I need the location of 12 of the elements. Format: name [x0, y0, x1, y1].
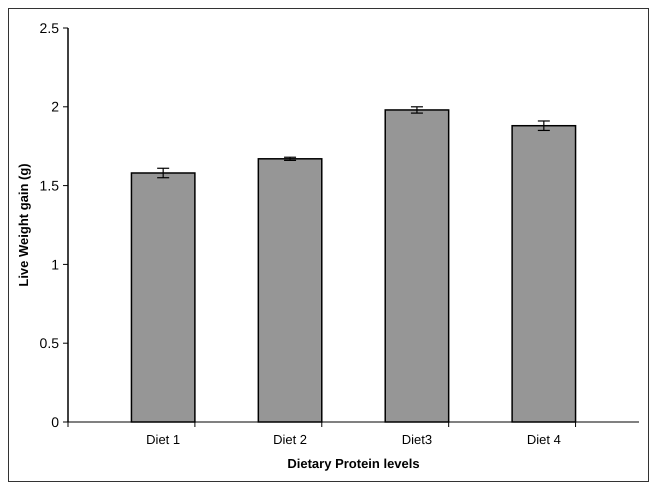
y-tick-label: 1.5 [40, 178, 60, 194]
y-axis-title: Live Weight gain (g) [16, 163, 31, 287]
y-tick-label: 1 [51, 256, 60, 272]
y-tick-label: 0 [51, 414, 60, 430]
y-tick-label: 0.5 [40, 335, 60, 352]
x-tick-label: Diet3 [402, 432, 432, 447]
y-tick-label: 2.5 [40, 20, 60, 36]
x-axis-title: Dietary Protein levels [287, 456, 420, 471]
x-tick-label: Diet 1 [146, 432, 180, 447]
x-tick-label: Diet 2 [273, 432, 308, 447]
x-tick-label: Diet 4 [526, 432, 561, 447]
y-tick-label: 2 [51, 98, 60, 115]
